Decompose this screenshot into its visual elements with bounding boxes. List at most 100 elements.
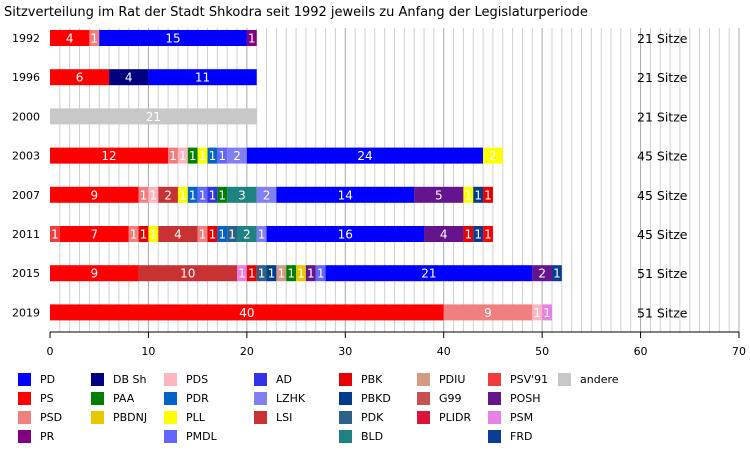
total-seats-label: 51 Sitze — [637, 305, 688, 320]
legend-label: PAA — [113, 391, 135, 405]
bar-value-label: 1 — [169, 149, 177, 163]
legend-label: LZHK — [276, 391, 306, 405]
bar-value-label: 1 — [150, 228, 158, 242]
bar-value-label: 21 — [421, 267, 436, 281]
bar-value-label: 1 — [189, 149, 197, 163]
bar-segment-pdk — [227, 226, 238, 242]
legend-label: PDR — [186, 391, 209, 405]
legend-item: PBKD — [339, 391, 391, 405]
bar-segment-pbkd — [266, 265, 277, 282]
legend-label: LSI — [276, 410, 293, 424]
legend-swatch — [91, 410, 104, 424]
bar-segment-pbk — [246, 265, 257, 282]
legend-swatch — [488, 429, 501, 443]
bar-segment-psd — [168, 147, 178, 164]
bar-value-label: 4 — [174, 228, 182, 242]
legend-label: andere — [580, 372, 619, 386]
legend-swatch — [417, 372, 430, 386]
legend-label: PD — [40, 372, 56, 386]
bar-segment-dbsh — [109, 69, 149, 86]
bar-segment-pmdl — [315, 265, 326, 282]
legend-item: FRD — [488, 429, 532, 443]
total-seats-label: 51 Sitze — [637, 266, 688, 281]
legend-label: BLD — [361, 429, 384, 443]
legend-item: PBDNJ — [91, 410, 147, 424]
x-tick-label: 40 — [437, 345, 451, 358]
legend-label: PS — [40, 391, 54, 405]
bar-segment-psd — [443, 304, 533, 321]
bar-value-label: 24 — [357, 149, 372, 163]
bar-row-2000: 21 — [50, 108, 257, 125]
total-seats-label: 45 Sitze — [637, 188, 688, 203]
x-tick-label: 10 — [141, 345, 155, 358]
bar-segment-paa — [187, 147, 198, 164]
bar-segment-pmdl — [217, 147, 228, 164]
bar-value-label: 9 — [90, 188, 98, 202]
bar-value-label: 1 — [307, 267, 315, 281]
x-tick-label: 20 — [240, 345, 254, 358]
bar-segment-pmdl — [197, 186, 208, 203]
y-category-label: 2011 — [12, 228, 40, 241]
y-category-label: 2007 — [12, 189, 40, 202]
legend-label: PBK — [361, 372, 383, 386]
bar-row-2007: 9 1 1 2 1 1 1 1 1 3 2 14 5 1 1 1 — [50, 186, 493, 203]
legend-label: PDIU — [439, 372, 466, 386]
legend-item: G99 — [417, 391, 462, 405]
chart-legend: PD PS PSD PR DB Sh PAA PBDNJ PDS PDR PLL PMDL AD LZH… — [18, 372, 738, 450]
legend-item: PSV'91 — [488, 372, 548, 386]
x-tick-label: 30 — [338, 345, 352, 358]
y-category-label: 2000 — [12, 110, 40, 123]
legend-label: PSD — [40, 410, 63, 424]
bar-value-label: 12 — [101, 149, 116, 163]
legend-item: PSD — [18, 410, 62, 424]
legend-item: BLD — [339, 429, 383, 443]
bar-value-label: 4 — [66, 32, 74, 46]
legend-label: AD — [276, 372, 292, 386]
legend-swatch — [558, 372, 571, 386]
bar-value-label: 11 — [195, 71, 210, 85]
bar-segment-ps — [50, 265, 139, 282]
bar-segment-pdr — [207, 147, 218, 164]
total-seats-label: 45 Sitze — [637, 149, 688, 164]
bar-segment-ps — [50, 69, 110, 86]
bar-segment-lzhk — [256, 226, 267, 242]
bar-row-1992: 4 1 15 1 — [50, 30, 257, 46]
y-category-label: 2019 — [12, 306, 40, 319]
bar-value-label: 1 — [553, 267, 561, 281]
legend-label: PMDL — [186, 429, 217, 443]
bar-value-label: 1 — [277, 267, 285, 281]
bar-segment-pbk — [138, 226, 149, 242]
bar-value-label: 2 — [164, 188, 172, 202]
legend-label: PDK — [361, 410, 384, 424]
bar-segment-psv91 — [50, 226, 60, 242]
total-seats-label: 45 Sitze — [637, 227, 688, 242]
legend-swatch — [417, 410, 430, 424]
bar-value-label: 1 — [258, 228, 266, 242]
bar-segment-paa — [217, 186, 228, 203]
legend-swatch — [339, 391, 352, 405]
legend-item: AD — [254, 372, 292, 386]
legend-item: LZHK — [254, 391, 305, 405]
bar-segment-psm — [237, 265, 247, 282]
x-tick-label: 60 — [634, 345, 648, 358]
bar-segment-pdiu — [276, 265, 287, 282]
bar-segment-pbk — [463, 226, 474, 242]
bar-value-label: 1 — [218, 228, 226, 242]
bar-segment-lzhk — [256, 186, 277, 203]
total-seats-label: 21 Sitze — [637, 31, 688, 46]
total-seats-label: 21 Sitze — [637, 70, 688, 85]
y-category-label: 1996 — [12, 71, 40, 84]
bar-value-label: 14 — [338, 188, 353, 202]
bar-segment-ps — [50, 147, 169, 164]
bar-segment-pll — [148, 226, 159, 242]
bar-segment-pds — [148, 186, 159, 203]
y-category-label: 2003 — [12, 150, 40, 163]
legend-item: PMDL — [164, 429, 217, 443]
bar-segment-bld — [227, 186, 257, 203]
bar-value-label: 10 — [180, 267, 195, 281]
legend-swatch — [164, 391, 177, 405]
bar-segment-posh — [414, 186, 464, 203]
bar-segment-pd — [99, 30, 247, 46]
bar-value-label: 1 — [484, 228, 492, 242]
